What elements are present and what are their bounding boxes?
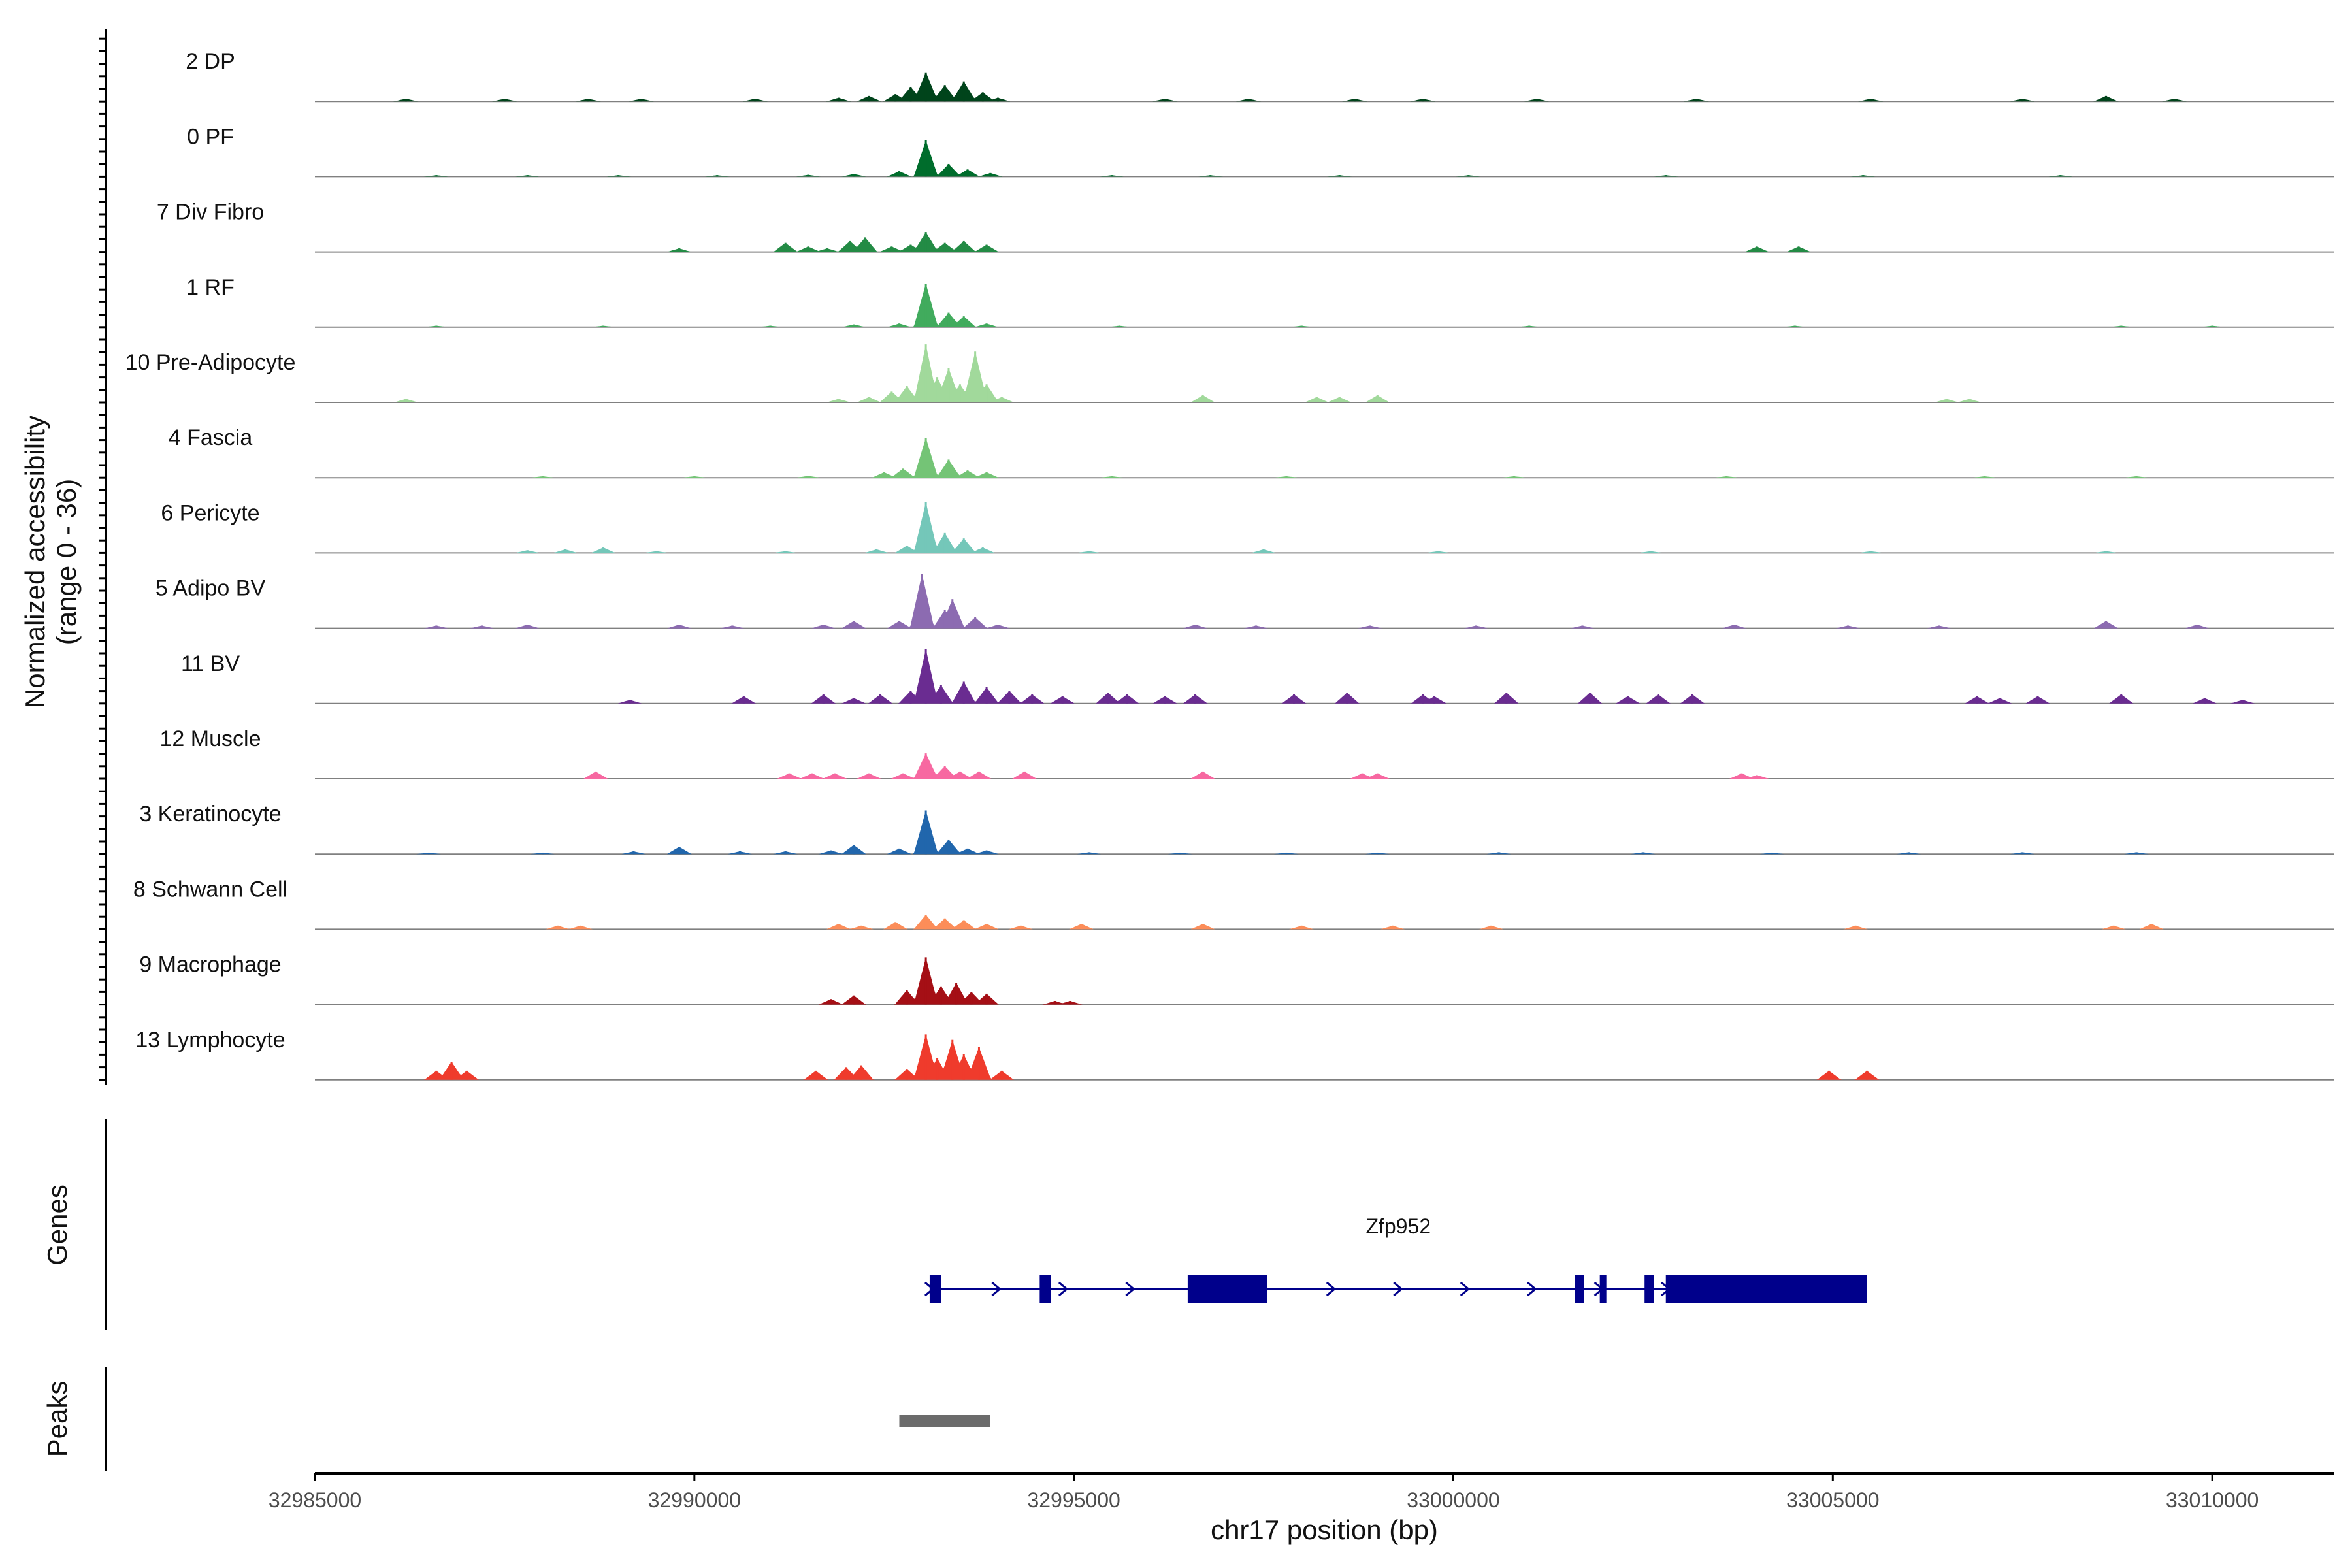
track-label: 6 Pericyte	[161, 500, 259, 525]
track-label: 9 Macrophage	[139, 953, 281, 977]
strand-arrow	[1527, 1281, 1537, 1297]
coverage-y-axis	[99, 29, 107, 1085]
gene-exon	[1187, 1275, 1267, 1303]
track-10-pre-adipocyte: 10 Pre-Adipocyte	[125, 344, 2334, 403]
track-label: 11 BV	[181, 651, 240, 676]
track-2-dp: 2 DP	[186, 49, 2334, 103]
track-4-fascia: 4 Fascia	[169, 425, 2334, 479]
x-tick-label: 33005000	[1786, 1488, 1879, 1512]
genes-panel-title: Genes	[42, 1184, 73, 1266]
gene-name-label: Zfp952	[1365, 1215, 1431, 1238]
track-label: 10 Pre-Adipocyte	[125, 350, 296, 375]
y-axis-title: Normalized accessibility	[20, 416, 50, 708]
peak-ranges	[899, 1415, 990, 1427]
track-3-keratinocyte: 3 Keratinocyte	[139, 802, 2334, 855]
track-9-macrophage: 9 Macrophage	[139, 953, 2334, 1005]
gene-exon	[929, 1275, 941, 1303]
track-label: 7 Div Fibro	[157, 200, 264, 225]
strand-arrow	[1460, 1281, 1471, 1297]
x-tick-label: 33010000	[2166, 1488, 2259, 1512]
gene-exon	[1644, 1275, 1654, 1303]
track-12-muscle: 12 Muscle	[160, 727, 2334, 779]
track-label: 5 Adipo BV	[155, 576, 266, 601]
x-tick-label: 32995000	[1027, 1488, 1120, 1512]
track-label: 12 Muscle	[160, 727, 261, 751]
track-label: 2 DP	[186, 49, 235, 74]
gene-exon	[1575, 1275, 1584, 1303]
track-1-rf: 1 RF	[186, 275, 2334, 328]
gene-exon	[1665, 1275, 1867, 1303]
x-tick-label: 33000000	[1407, 1488, 1499, 1512]
strand-arrow	[1393, 1281, 1403, 1297]
track-label: 1 RF	[186, 275, 235, 300]
track-7-div-fibro: 7 Div Fibro	[157, 200, 2334, 253]
x-tick-label: 32985000	[269, 1488, 361, 1512]
gene-exon	[1039, 1275, 1051, 1303]
track-label: 4 Fascia	[169, 425, 253, 450]
peak-range-bar	[899, 1415, 990, 1427]
peaks-panel-title: Peaks	[42, 1381, 73, 1458]
gene-exon	[1599, 1275, 1607, 1303]
strand-arrow	[1125, 1281, 1135, 1297]
track-label: 8 Schwann Cell	[133, 877, 287, 902]
track-6-pericyte: 6 Pericyte	[161, 500, 2334, 554]
strand-arrow	[1326, 1281, 1337, 1297]
coverage-tracks: 2 DP 0 PF 7 Div Fibro 1 RF 10 Pre-Adipocyte 4…	[125, 49, 2334, 1081]
track-label: 13 Lymphocyte	[135, 1028, 285, 1053]
strand-arrow	[1058, 1281, 1069, 1297]
track-8-schwann-cell: 8 Schwann Cell	[133, 877, 2334, 930]
track-label: 3 Keratinocyte	[139, 802, 281, 826]
gene-zfp952: Zfp952	[924, 1215, 1867, 1303]
x-axis-title: chr17 position (bp)	[1211, 1514, 1438, 1545]
y-axis-range: (range 0 - 36)	[51, 479, 82, 645]
y-axis-title-group: Normalized accessibility (range 0 - 36)	[20, 416, 82, 708]
track-13-lymphocyte: 13 Lymphocyte	[135, 1028, 2334, 1081]
track-5-adipo-bv: 5 Adipo BV	[155, 574, 2334, 629]
gene-annotations: Zfp952	[924, 1215, 1867, 1303]
track-0-pf: 0 PF	[187, 124, 2334, 178]
x-axis-ticks: 32985000 32990000 32995000 33000000 33005000…	[269, 1473, 2259, 1512]
strand-arrow	[991, 1281, 1002, 1297]
track-label: 0 PF	[187, 124, 234, 149]
track-11-bv: 11 BV	[181, 649, 2334, 704]
x-tick-label: 32990000	[648, 1488, 741, 1512]
